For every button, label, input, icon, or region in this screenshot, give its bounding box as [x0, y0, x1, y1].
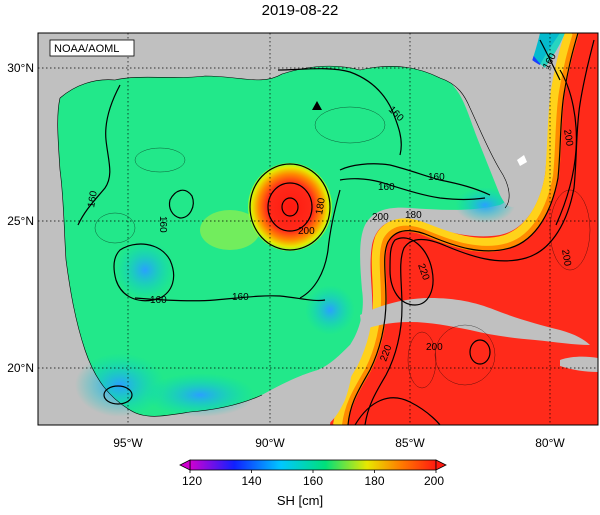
colorbar-tick: 200 [424, 474, 444, 488]
florida-land [440, 33, 540, 207]
credit-box [49, 39, 135, 57]
contour-label: 160 [150, 295, 167, 306]
contour-lines [77, 33, 595, 425]
colorbar-tick: 140 [241, 474, 261, 488]
contour-label: 160 [232, 292, 249, 303]
colorbar: 120 140 160 180 200 [179, 459, 447, 488]
island-small [517, 155, 527, 166]
lat-tick: 25°N [7, 214, 34, 228]
contour-label: 200 [561, 129, 575, 148]
lon-tick: 90°W [255, 436, 285, 450]
contour-label: 200 [559, 249, 573, 268]
colorbar-gradient [189, 459, 437, 471]
low-sh-west [115, 240, 175, 300]
contour-label: 160 [157, 216, 168, 233]
triangle-marker-icon [312, 101, 322, 110]
contour-label: 200 [298, 226, 315, 237]
lon-tick: 95°W [113, 436, 143, 450]
lat-tick: 30°N [7, 61, 34, 75]
credit-text: NOAA/AOML [54, 43, 119, 55]
low-sh-central-south [305, 285, 355, 335]
contour-label: 160 [378, 182, 395, 193]
colorbar-tick: 160 [303, 474, 323, 488]
map-frame [37, 32, 599, 426]
contour-label: 200 [372, 212, 389, 223]
gulf-stream-front [333, 33, 575, 425]
map-grid [38, 33, 598, 425]
lon-ticks: 95°W 90°W 85°W 80°W [113, 436, 565, 450]
colorbar-low-arrow [179, 459, 191, 471]
colorbar-label: SH [cm] [276, 493, 324, 508]
colorbar-high-arrow [435, 459, 447, 471]
mid-sh-west-center [200, 210, 260, 250]
loop-current-eddy [248, 163, 332, 251]
low-sh-east-shelf [455, 187, 515, 223]
cuba-land [360, 298, 590, 345]
contour-label: 200 [426, 342, 443, 353]
map-title: 2019-08-22 [261, 2, 339, 19]
contour-label: 160 [86, 190, 100, 209]
yucatan-land [262, 345, 353, 425]
colorbar-tick: 180 [364, 474, 384, 488]
low-sh-bay-campeche [145, 373, 255, 417]
low-sh-southwest [75, 353, 165, 417]
contour-label: 180 [314, 197, 328, 216]
lon-tick: 80°W [535, 436, 565, 450]
contour-label: 160 [428, 172, 445, 183]
contour-label: 180 [405, 210, 422, 221]
hispaniola-land [560, 356, 598, 372]
lat-ticks: 30°N 25°N 20°N [7, 61, 34, 375]
colorbar-tick: 120 [182, 474, 202, 488]
lon-tick: 85°W [395, 436, 425, 450]
lat-tick: 20°N [7, 361, 34, 375]
